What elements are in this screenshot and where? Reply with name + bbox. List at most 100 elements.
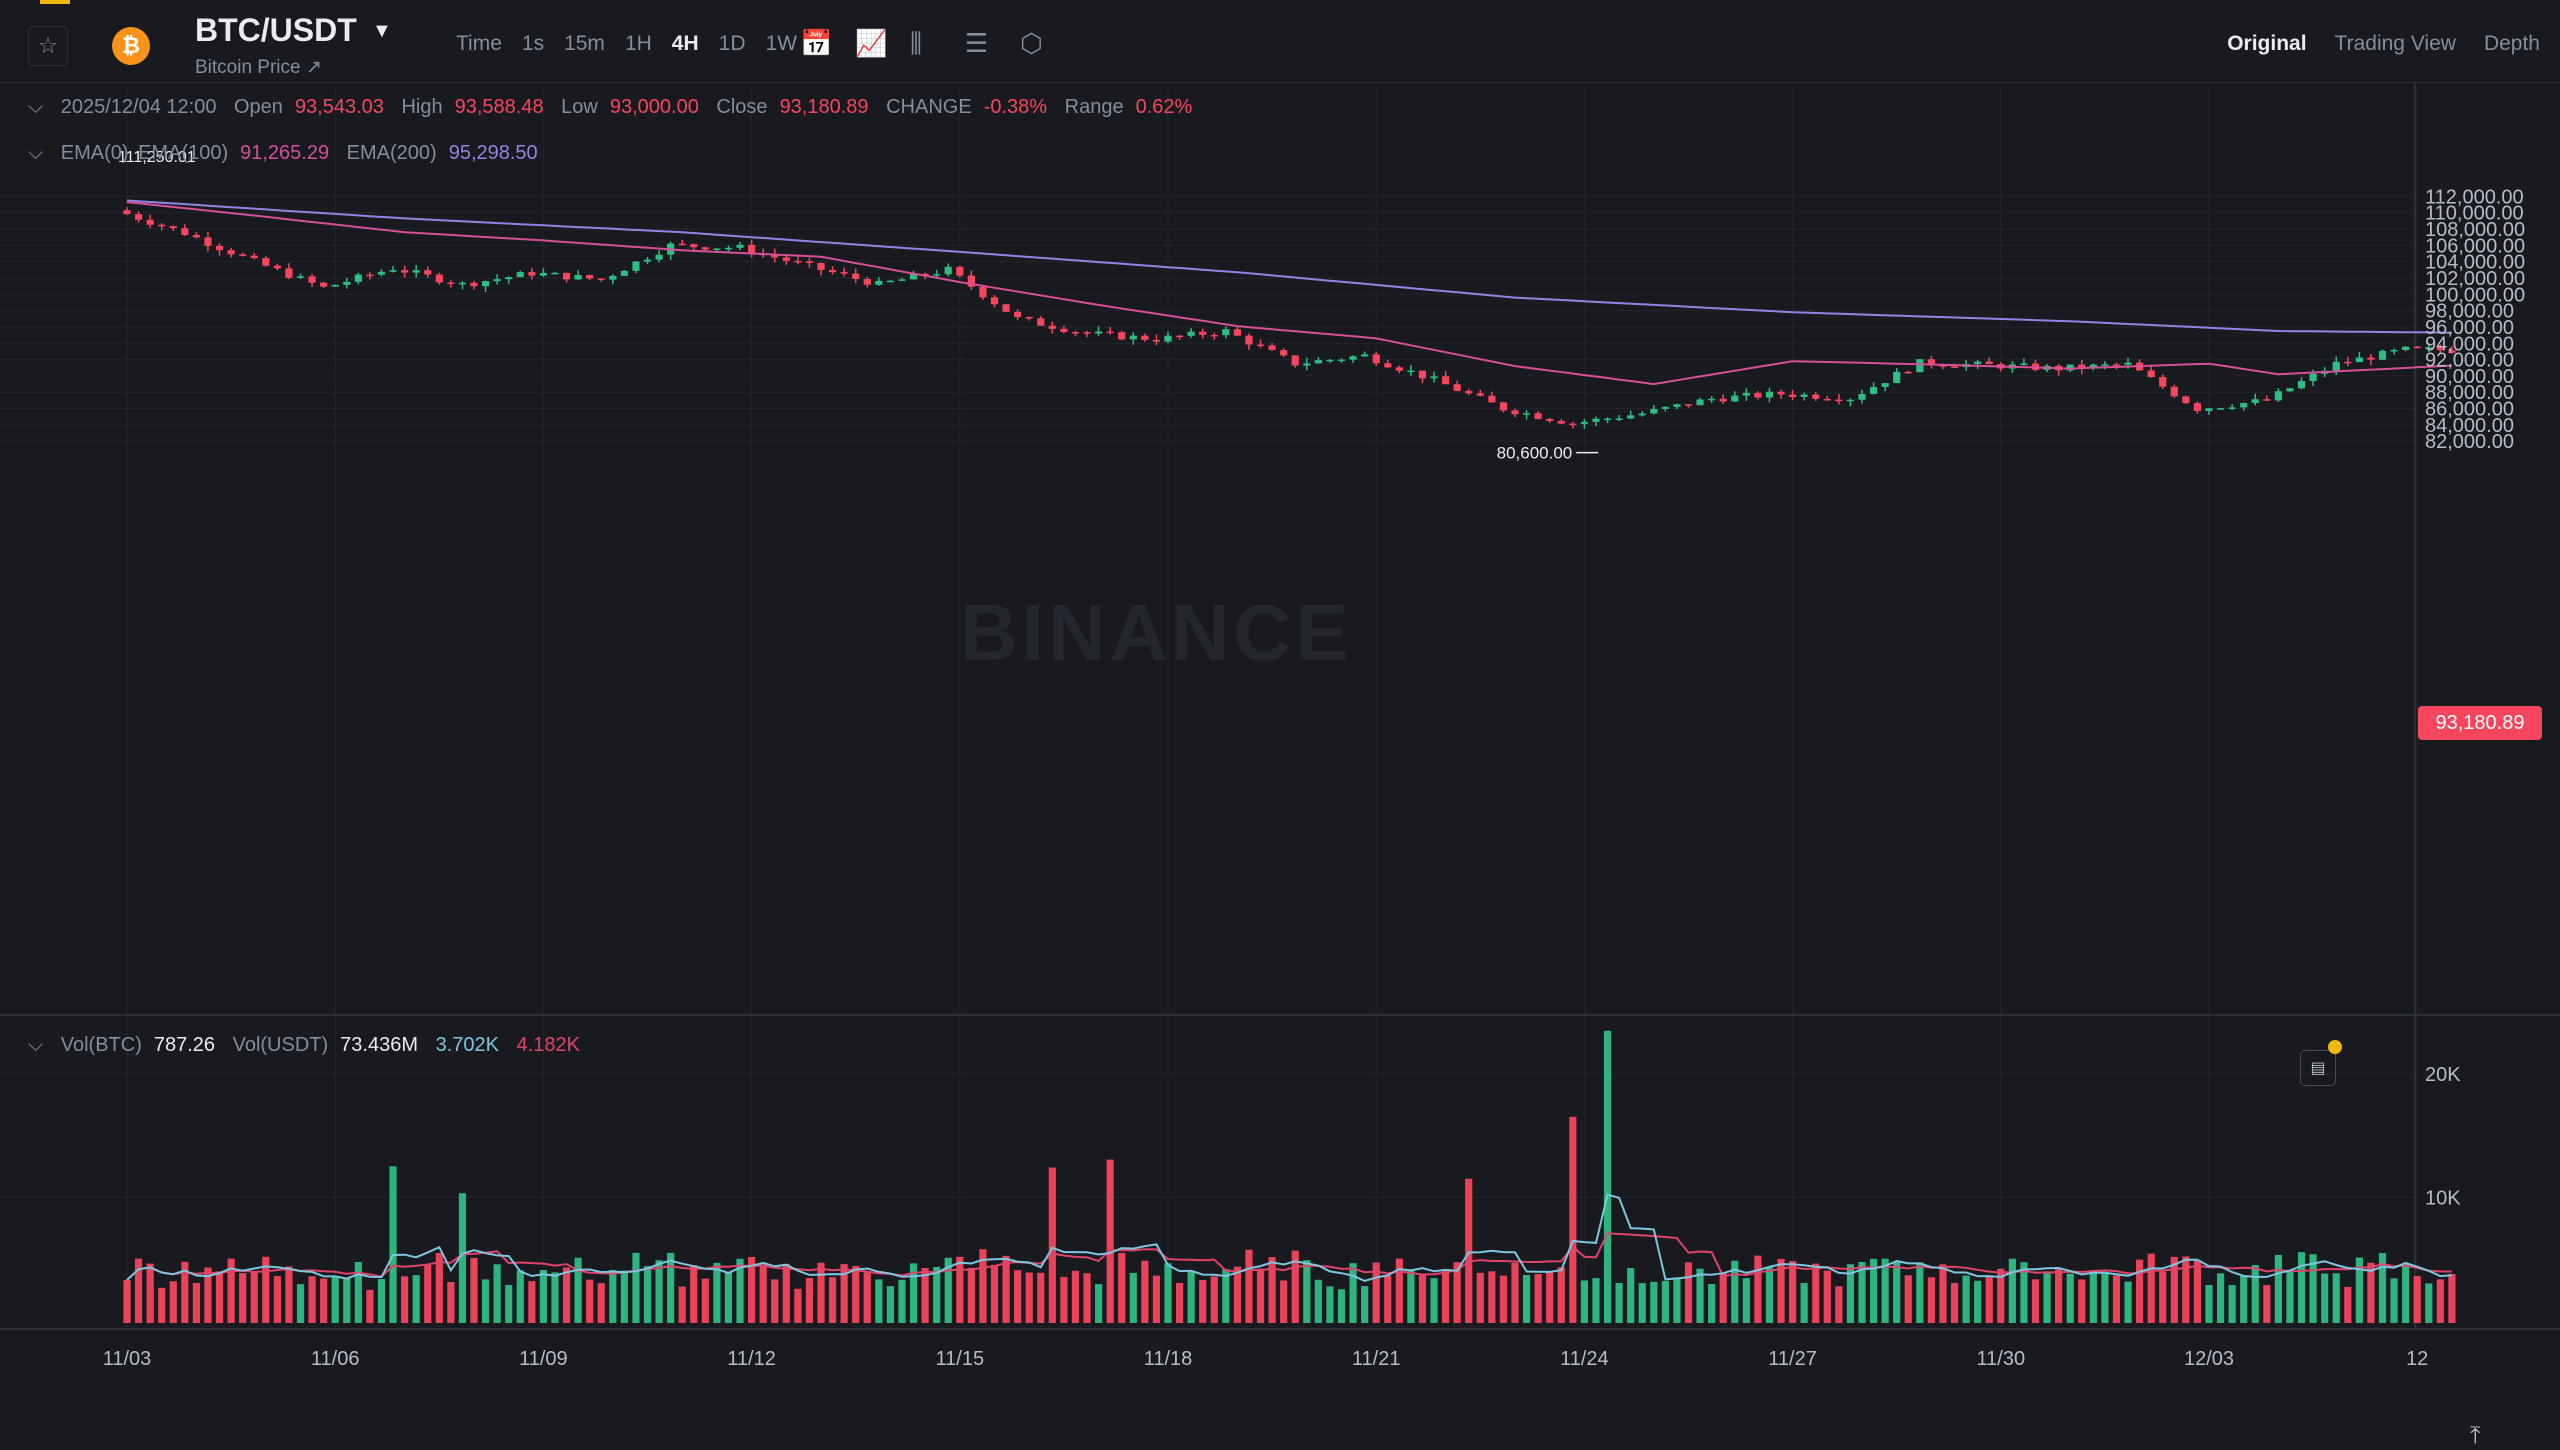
volume-legend: ⌵ Vol(BTC) 787.26 Vol(USDT) 73.436M 3.702K… xyxy=(28,1034,592,1057)
candle-body xyxy=(1580,421,1588,424)
candle-body xyxy=(1430,376,1438,379)
candle-body xyxy=(724,247,733,250)
calendar-icon[interactable]: 📅 xyxy=(800,28,833,58)
volume-bar xyxy=(2274,1254,2282,1323)
candle-body xyxy=(2378,350,2387,360)
ohlc-legend: ⌵ 2025/12/04 12:00 Open 93,543.03 High 93,… xyxy=(28,96,1204,119)
candle-body xyxy=(1361,354,1369,357)
change-value: -0.38% xyxy=(983,96,1048,118)
volume-bar xyxy=(1742,1278,1750,1323)
volume-bar xyxy=(227,1258,235,1323)
candle-body xyxy=(1118,332,1126,340)
volume-bar xyxy=(1754,1255,1762,1323)
candle-body xyxy=(1268,345,1276,351)
candle-body xyxy=(1418,370,1427,379)
volume-tick-label: 10K xyxy=(2425,1188,2461,1210)
auto-scale-icon[interactable]: ⤒ xyxy=(2470,1422,2481,1449)
candle-body xyxy=(574,275,582,280)
candle-body xyxy=(1939,365,1947,367)
candle-body xyxy=(2413,346,2421,349)
active-tab-indicator xyxy=(40,0,70,4)
candlestick-chart[interactable]: 82,000.0084,000.0086,000.0088,000.0090,0… xyxy=(0,82,2560,1379)
pair-subtitle-link[interactable]: Bitcoin Price ↗ xyxy=(195,57,322,78)
star-icon[interactable]: ☆ xyxy=(28,26,68,66)
candle-body xyxy=(516,272,524,278)
tab-original[interactable]: Original xyxy=(2227,32,2307,55)
volume-bar xyxy=(1858,1262,1866,1323)
collapse-ema-icon[interactable]: ⌵ xyxy=(28,142,44,164)
volume-bar xyxy=(2101,1271,2109,1323)
ema200-label: EMA(200) xyxy=(346,142,437,164)
more-intervals-dropdown-icon[interactable]: ▾ xyxy=(817,33,828,56)
collapse-legend-icon[interactable]: ⌵ xyxy=(28,96,44,118)
time-tick-label: 11/18 xyxy=(1144,1348,1193,1370)
candle-body xyxy=(505,277,513,280)
volume-bar xyxy=(2344,1286,2352,1323)
candle-body xyxy=(1592,418,1600,422)
volume-bar xyxy=(2321,1273,2329,1323)
volume-bar xyxy=(389,1166,397,1323)
tab-trading-view[interactable]: Trading View xyxy=(2334,32,2456,55)
chart-info-icon[interactable]: ▤ xyxy=(2300,1050,2336,1086)
volume-bar xyxy=(1326,1286,1334,1323)
interval-time[interactable]: Time xyxy=(456,32,502,55)
candle-body xyxy=(1638,413,1646,416)
volume-bar xyxy=(273,1276,281,1323)
volume-bar xyxy=(320,1278,328,1323)
candle-body xyxy=(1731,395,1739,402)
collapse-volume-icon[interactable]: ⌵ xyxy=(28,1034,44,1056)
volume-bar xyxy=(1152,1275,1161,1323)
candle-body xyxy=(1696,399,1704,406)
candle-body xyxy=(1037,318,1045,326)
candle-body xyxy=(840,272,848,274)
volume-bar xyxy=(123,1280,131,1323)
chart-settings-list-icon[interactable]: ☰ xyxy=(965,28,989,58)
candle-body xyxy=(273,265,281,269)
candle-type-icon[interactable]: ⫼ xyxy=(910,28,922,58)
hexagon-settings-icon[interactable]: ⬡ xyxy=(1020,28,1043,58)
volume-bar xyxy=(1210,1276,1218,1323)
interval-1d[interactable]: 1D xyxy=(718,32,746,55)
interval-1h[interactable]: 1H xyxy=(624,32,652,55)
volume-bar xyxy=(1083,1273,1091,1323)
candle-body xyxy=(1916,359,1924,373)
candle-body xyxy=(1684,404,1693,406)
candle-body xyxy=(690,244,698,248)
candle-body xyxy=(1754,392,1762,398)
volume-bar xyxy=(2020,1262,2028,1323)
volume-bar xyxy=(620,1270,628,1323)
indicator-line-icon[interactable]: 📈 xyxy=(855,28,888,58)
volume-bar xyxy=(1893,1261,1901,1323)
interval-15m[interactable]: 15m xyxy=(564,32,605,55)
candle-body xyxy=(1372,354,1380,364)
caret-down-icon[interactable]: ▼ xyxy=(372,20,392,42)
volume-bar xyxy=(1337,1289,1346,1323)
candle-body xyxy=(389,270,397,272)
high-value: 93,588.48 xyxy=(454,96,544,118)
volume-bar xyxy=(1823,1270,1831,1323)
volume-bar xyxy=(886,1286,894,1323)
volume-bar xyxy=(1418,1274,1427,1323)
candle-body xyxy=(1661,406,1669,409)
interval-1s[interactable]: 1s xyxy=(521,32,545,55)
volume-bar xyxy=(2112,1275,2121,1323)
volume-bar xyxy=(1256,1268,1265,1323)
tab-depth[interactable]: Depth xyxy=(2483,32,2540,55)
candle-body xyxy=(1349,356,1357,360)
candle-body xyxy=(1603,418,1612,421)
pair-selector[interactable]: BTC/USDT xyxy=(195,12,357,48)
candle-body xyxy=(748,244,756,254)
volume-bar xyxy=(2136,1259,2144,1323)
volume-bar xyxy=(331,1276,339,1323)
interval-4h[interactable]: 4H xyxy=(671,32,699,55)
chart-area[interactable]: 82,000.00 84,000.00 86,000.00 88,000.00 90,0… xyxy=(0,82,2560,1449)
interval-1w[interactable]: 1W xyxy=(765,32,798,55)
candle-body xyxy=(308,276,316,283)
candle-body xyxy=(1789,394,1797,397)
volume-bar xyxy=(250,1272,258,1323)
grid-lines xyxy=(0,82,2560,1330)
volume-bar xyxy=(1835,1286,1843,1323)
view-tabs: Original Trading View Depth xyxy=(2199,32,2540,56)
volume-bar xyxy=(1222,1269,1230,1323)
candle-body xyxy=(215,245,224,251)
